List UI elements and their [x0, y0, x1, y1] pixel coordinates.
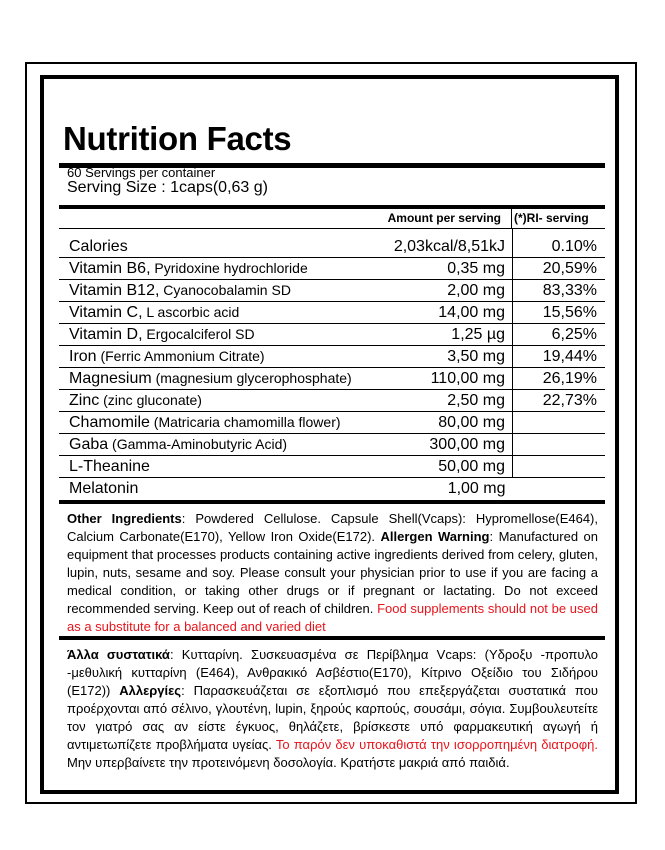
nutrient-detail: Pyridoxine hydrochloride [150, 260, 308, 276]
nutrient-amount: 110,00 mg [375, 367, 513, 390]
english-ingredients: Other Ingredients: Powdered Cellulose. C… [67, 510, 598, 636]
nutrient-row: L-Theanine 50,00 mg [59, 455, 605, 478]
nutrient-detail: Ergocalciferol SD [142, 326, 255, 342]
nutrient-row: Chamomile (Matricaria chamomilla flower)… [59, 411, 605, 434]
nutrient-detail: L ascorbic acid [142, 304, 240, 320]
nutrient-ri: 19,44% [512, 345, 605, 368]
nutrient-label: Vitamin B12, [69, 282, 160, 299]
nutrient-ri: 0.10% [512, 228, 605, 258]
nutrient-ri [512, 411, 605, 434]
nutrient-name: Vitamin B6, Pyridoxine hydrochloride [59, 257, 375, 280]
nutrient-ri: 83,33% [512, 279, 605, 302]
nutrient-amount: 1,25 µg [375, 323, 513, 346]
nutrient-row: Calories 2,03kcal/8,51kJ 0.10% [59, 228, 605, 258]
greek-tail: Μην υπερβαίνετε την προτεινόμενη δοσολογ… [67, 755, 510, 770]
servings-per-container: 60 Servings per container [67, 165, 216, 180]
nutrient-name: Vitamin D, Ergocalciferol SD [59, 323, 375, 346]
other-ingredients-label: Other Ingredients [67, 511, 182, 526]
nutrient-row: Gaba (Gamma-Aminobutyric Acid) 300,00 mg [59, 433, 605, 456]
nutrient-label: Vitamin D, [69, 326, 143, 343]
header-divider [511, 209, 512, 228]
nutrient-name: Calories [59, 228, 375, 258]
nutrient-amount: 14,00 mg [375, 301, 513, 324]
nutrient-amount: 1,00 mg [447, 480, 506, 497]
nutrient-amount: 0,35 mg [375, 257, 513, 280]
greek-allergen-label: Αλλεργίες [119, 683, 182, 698]
amount-header: Amount per serving [387, 211, 501, 225]
greek-supplement-warning: Το παρόν δεν υποκαθιστά την ισορροπημένη… [275, 737, 598, 752]
nutrient-label: Melatonin [69, 480, 139, 497]
nutrient-ri [512, 455, 605, 478]
nutrient-row: Vitamin D, Ergocalciferol SD 1,25 µg 6,25% [59, 323, 605, 346]
nutrient-label: Iron [69, 348, 97, 365]
nutrient-row: Iron (Ferric Ammonium Citrate) 3,50 mg 19,… [59, 345, 605, 368]
nutrient-label: Chamomile [69, 414, 150, 431]
nutrient-amount: 2,03kcal/8,51kJ [375, 228, 513, 258]
serving-size: Serving Size : 1caps(0,63 g) [67, 179, 268, 196]
label-title: Nutrition Facts [63, 120, 292, 157]
nutrient-row: Melatonin 1,00 mg [59, 478, 605, 500]
outer-border [25, 62, 637, 804]
nutrient-label: Vitamin C, [69, 304, 143, 321]
nutrient-ri: 22,73% [512, 389, 605, 412]
divider [59, 205, 605, 209]
nutrient-detail: (Matricaria chamomilla flower) [149, 414, 341, 430]
other-ingredients-text: : Powdered Cellulose. Capsule Shell(Vcap… [67, 511, 598, 544]
nutrient-detail: Cyanocobalamin SD [159, 282, 291, 298]
nutrient-ri: 26,19% [512, 367, 605, 390]
nutrients-table: Calories 2,03kcal/8,51kJ 0.10% Vitamin B6, … [59, 228, 605, 499]
nutrient-name: Vitamin C, L ascorbic acid [59, 301, 375, 324]
nutrient-label: Gaba [69, 436, 109, 453]
nutrient-detail: (zinc gluconate) [99, 392, 202, 408]
nutrient-ri: 6,25% [512, 323, 605, 346]
nutrient-ri: 15,56% [512, 301, 605, 324]
divider [59, 163, 605, 168]
nutrient-row: Zinc (zinc gluconate) 2,50 mg 22,73% [59, 389, 605, 412]
nutrient-name: Vitamin B12, Cyanocobalamin SD [59, 279, 375, 302]
nutrient-row: Magnesium (magnesium glycerophosphate) 11… [59, 367, 605, 390]
nutrient-name: Magnesium (magnesium glycerophosphate) [59, 367, 375, 390]
nutrient-name: Melatonin [59, 478, 375, 500]
divider [59, 636, 605, 640]
nutrient-name: Gaba (Gamma-Aminobutyric Acid) [59, 433, 375, 456]
nutrient-detail: (magnesium glycerophosphate) [151, 370, 352, 386]
nutrient-amount: 50,00 mg [375, 455, 513, 478]
nutrient-label: Magnesium [69, 370, 152, 387]
inner-border [40, 75, 619, 794]
nutrient-label: Vitamin B6, [69, 260, 151, 277]
nutrient-row: Vitamin B6, Pyridoxine hydrochloride 0,35… [59, 257, 605, 280]
nutrient-amount: 80,00 mg [375, 411, 513, 434]
nutrient-amount: 2,00 mg [375, 279, 513, 302]
nutrient-ri [513, 478, 606, 500]
nutrient-name: Chamomile (Matricaria chamomilla flower) [59, 411, 375, 434]
nutrient-row: Vitamin C, L ascorbic acid 14,00 mg 15,56% [59, 301, 605, 324]
nutrient-amount: 3,50 mg [375, 345, 513, 368]
nutrient-label: Zinc [69, 392, 100, 409]
nutrient-row: Vitamin B12, Cyanocobalamin SD 2,00 mg 83,… [59, 279, 605, 302]
nutrient-detail: (Ferric Ammonium Citrate) [96, 348, 265, 364]
nutrient-name: Iron (Ferric Ammonium Citrate) [59, 345, 375, 368]
nutrient-name: L-Theanine [59, 455, 375, 478]
nutrient-ri [512, 433, 605, 456]
nutrient-amount: 2,50 mg [375, 389, 513, 412]
divider [59, 500, 605, 504]
allergen-text: : Manufactured on equipment that process… [67, 529, 598, 616]
greek-allergen-text: : Παρασκευάζεται σε εξοπλισμό που επεξερ… [67, 683, 598, 752]
nutrient-name: Zinc (zinc gluconate) [59, 389, 375, 412]
nutrient-label: Calories [69, 238, 128, 255]
supplement-warning: Food supplements should not be used as a… [67, 601, 598, 634]
greek-other-text: : Κυτταρίνη. Συσκευασμένα σε Περίβλημα V… [67, 647, 598, 698]
nutrient-amount: 300,00 mg [375, 433, 513, 456]
greek-ingredients: Άλλα συστατικά: Κυτταρίνη. Συσκευασμένα … [67, 646, 598, 772]
nutrient-label: L-Theanine [69, 458, 150, 475]
ri-header: (*)RI- serving [514, 211, 589, 225]
allergen-label: Allergen Warning [380, 529, 490, 544]
nutrient-detail: (Gamma-Aminobutyric Acid) [108, 436, 288, 452]
nutrient-ri: 20,59% [512, 257, 605, 280]
greek-other-label: Άλλα συστατικά [67, 647, 170, 662]
